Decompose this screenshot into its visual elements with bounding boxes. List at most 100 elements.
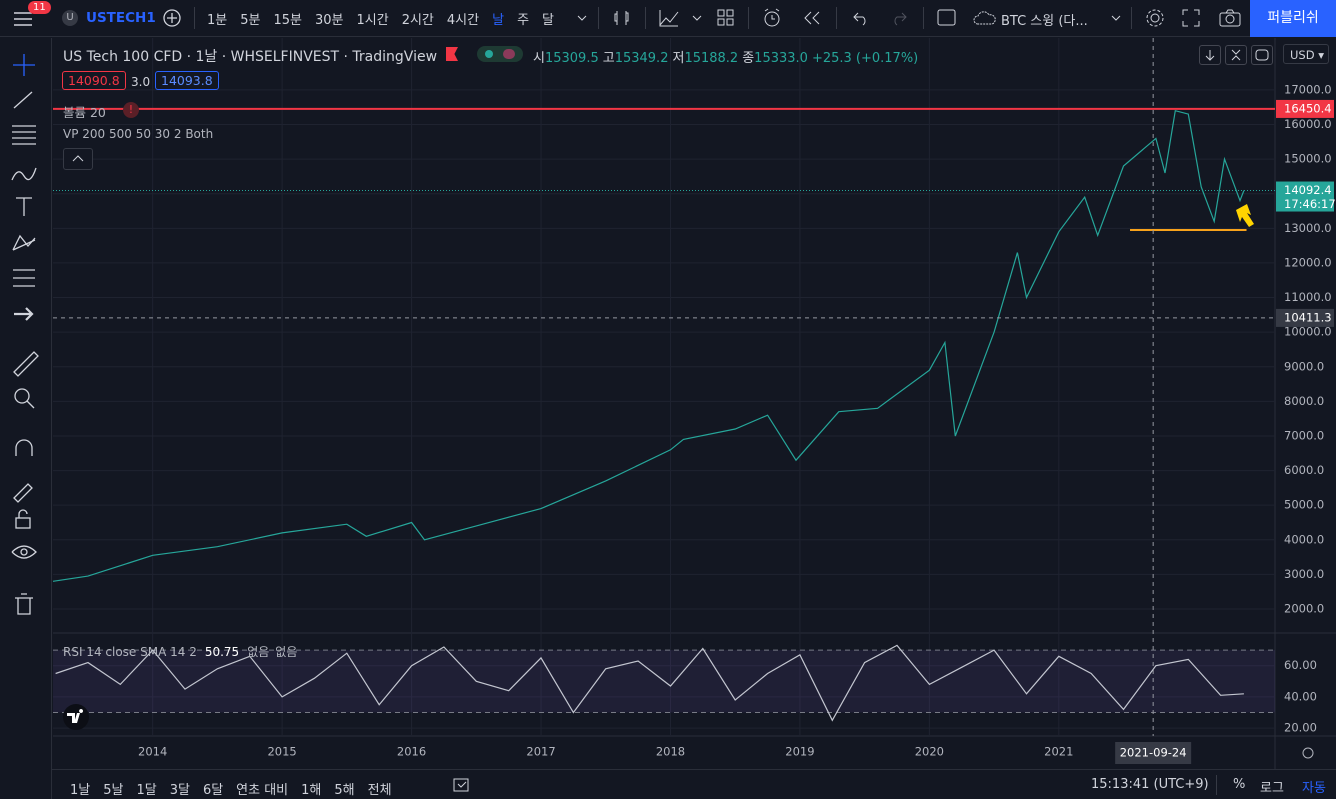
arrow-tool[interactable] xyxy=(14,307,34,321)
undo-button[interactable] xyxy=(852,10,870,26)
x-tick-label: 2014 xyxy=(138,745,167,759)
interval-button[interactable]: 5분 xyxy=(240,13,261,28)
last-price-badge xyxy=(1276,181,1334,212)
interval-button[interactable]: 1분 xyxy=(207,13,228,28)
y-tick-label: 3000.0 xyxy=(1284,567,1324,581)
fullscreen-button[interactable] xyxy=(1182,9,1200,27)
delete-tool[interactable] xyxy=(15,593,33,615)
crosshair-tool[interactable] xyxy=(13,54,35,76)
interval-button[interactable]: 달 xyxy=(542,13,555,28)
reset-pane[interactable] xyxy=(1251,45,1273,65)
log-toggle[interactable]: 로그 xyxy=(1260,781,1284,796)
redo-button[interactable] xyxy=(890,10,908,26)
menu-icon[interactable] xyxy=(12,10,34,28)
y-tick-label: 7000.0 xyxy=(1284,428,1324,442)
range-button[interactable]: 5해 xyxy=(334,783,355,798)
bid-price[interactable]: 14090.8 xyxy=(62,71,126,90)
range-button[interactable]: 1해 xyxy=(301,783,322,798)
layout-name-text: BTC 스윙 (다 xyxy=(1001,14,1076,29)
range-button[interactable]: 6달 xyxy=(202,783,224,798)
separator xyxy=(1131,7,1132,29)
collapse-legend[interactable] xyxy=(63,148,93,170)
range-button[interactable]: 5날 xyxy=(103,783,124,798)
compare-button[interactable] xyxy=(162,8,182,28)
rsi-extra: 없음 xyxy=(247,645,270,659)
indicators-button[interactable] xyxy=(658,8,680,28)
separator xyxy=(836,7,837,29)
replay-button[interactable] xyxy=(802,10,822,26)
trendline-tool[interactable] xyxy=(13,91,33,109)
rsi-line xyxy=(55,644,1244,722)
rsi-value: 50.75 xyxy=(204,645,240,659)
publish-button[interactable]: 퍼블리쉬 xyxy=(1250,0,1336,37)
date-range-button[interactable] xyxy=(452,777,472,793)
range-button[interactable]: 1날 xyxy=(70,783,91,798)
zoom-tool[interactable] xyxy=(14,388,30,404)
clock[interactable]: 15:13:41 (UTC+9) xyxy=(1091,777,1209,792)
auto-toggle[interactable]: 자동 xyxy=(1302,781,1326,796)
settings-button[interactable] xyxy=(1144,7,1166,29)
spread: 3.0 xyxy=(131,75,151,89)
lock-tool[interactable] xyxy=(15,517,31,529)
cloud-icon xyxy=(973,11,996,25)
plot xyxy=(52,38,1275,736)
rsi-legend: RSI 14 close SMA 14 2 50.75 없음 없음 xyxy=(63,643,303,660)
templates-button[interactable] xyxy=(717,9,735,27)
maximize-pane[interactable] xyxy=(1225,45,1247,65)
alert-button[interactable] xyxy=(761,7,783,29)
y-tick-label: 60.00 xyxy=(1284,658,1317,672)
brush-tool[interactable] xyxy=(11,167,37,181)
separator xyxy=(748,7,749,29)
currency-select[interactable]: USD ▾ xyxy=(1283,44,1329,64)
pattern-tool[interactable] xyxy=(12,234,36,251)
text-tool[interactable] xyxy=(16,197,32,216)
chart-title: US Tech 100 CFD · 1날 · WHSELFINVEST · Tr… xyxy=(63,49,438,65)
scroll-down[interactable] xyxy=(1199,45,1221,65)
ohlc-value: 15188.2 xyxy=(684,51,739,66)
snapshot-button[interactable] xyxy=(1219,9,1241,27)
rsi-title: RSI 14 close SMA 14 2 xyxy=(63,645,197,659)
interval-button[interactable]: 15분 xyxy=(273,13,302,28)
chart-type-button[interactable] xyxy=(612,8,632,28)
fib-tool[interactable] xyxy=(12,125,36,145)
range-button[interactable]: 3달 xyxy=(169,783,190,798)
ask-price[interactable]: 14093.8 xyxy=(155,71,219,90)
settings-gear[interactable] xyxy=(1302,747,1314,759)
flag-icon[interactable] xyxy=(446,47,458,61)
range-button[interactable]: 연초 대비 xyxy=(236,783,289,798)
symbol-name[interactable]: USTECH1 xyxy=(86,10,156,26)
lock-draw-tool[interactable] xyxy=(13,483,33,503)
interval-button[interactable]: 2시간 xyxy=(401,13,434,28)
interval-list: 1분 5분 15분 30분 1시간 2시간 4시간 날 주 달 xyxy=(207,9,554,28)
interval-button[interactable]: 1시간 xyxy=(356,13,389,28)
interval-button[interactable]: 4시간 xyxy=(446,13,480,28)
interval-chevron[interactable] xyxy=(577,14,587,22)
interval-button[interactable]: 30분 xyxy=(314,13,344,28)
price-line xyxy=(52,109,1245,582)
ohlc-label: 종 xyxy=(742,51,755,66)
alert-badge xyxy=(1276,99,1334,118)
y-tick-label: 15000.0 xyxy=(1284,152,1332,166)
x-tick-label: 2015 xyxy=(267,745,296,759)
visibility-tool[interactable] xyxy=(11,545,37,559)
layout-name[interactable]: BTC 스윙 (다... xyxy=(1001,14,1088,29)
magnet-tool[interactable] xyxy=(15,439,33,456)
y-tick-label: 17000.0 xyxy=(1284,82,1332,96)
indicators-chevron[interactable] xyxy=(692,14,702,22)
y-tick-label: 20.00 xyxy=(1284,721,1317,735)
y-tick-label: 6000.0 xyxy=(1284,463,1324,477)
vp-legend: VP 200 500 50 30 2 Both xyxy=(63,127,214,141)
range-button[interactable]: 1달 xyxy=(136,783,157,798)
ohlc-value: 15349.2 xyxy=(614,51,669,66)
interval-button[interactable]: 주 xyxy=(517,13,530,28)
volume-warning[interactable]: ! xyxy=(123,102,139,118)
range-button[interactable]: 전체 xyxy=(367,783,392,798)
interval-button[interactable]: 날 xyxy=(492,13,505,28)
fullscreen-select[interactable] xyxy=(937,9,957,27)
layout-chevron[interactable] xyxy=(1111,14,1121,22)
forecast-tool[interactable] xyxy=(13,269,35,287)
bottom-toolbar: 15:13:41 (UTC+9) % 로그 자동 xyxy=(52,769,1336,799)
measure-tool[interactable] xyxy=(13,351,39,377)
percent-toggle[interactable]: % xyxy=(1233,777,1246,792)
